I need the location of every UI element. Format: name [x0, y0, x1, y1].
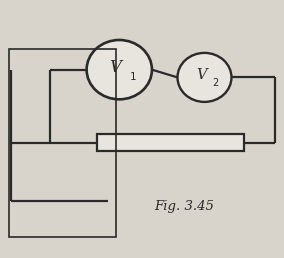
Text: 1: 1 [130, 72, 136, 82]
Bar [97, 134, 244, 151]
Text: V: V [109, 59, 121, 76]
Bar [9, 49, 116, 237]
Text: 2: 2 [212, 78, 218, 88]
Circle shape [178, 53, 231, 102]
Text: V: V [196, 68, 207, 82]
Text: Fig. 3.45: Fig. 3.45 [155, 200, 214, 213]
Circle shape [87, 40, 152, 99]
